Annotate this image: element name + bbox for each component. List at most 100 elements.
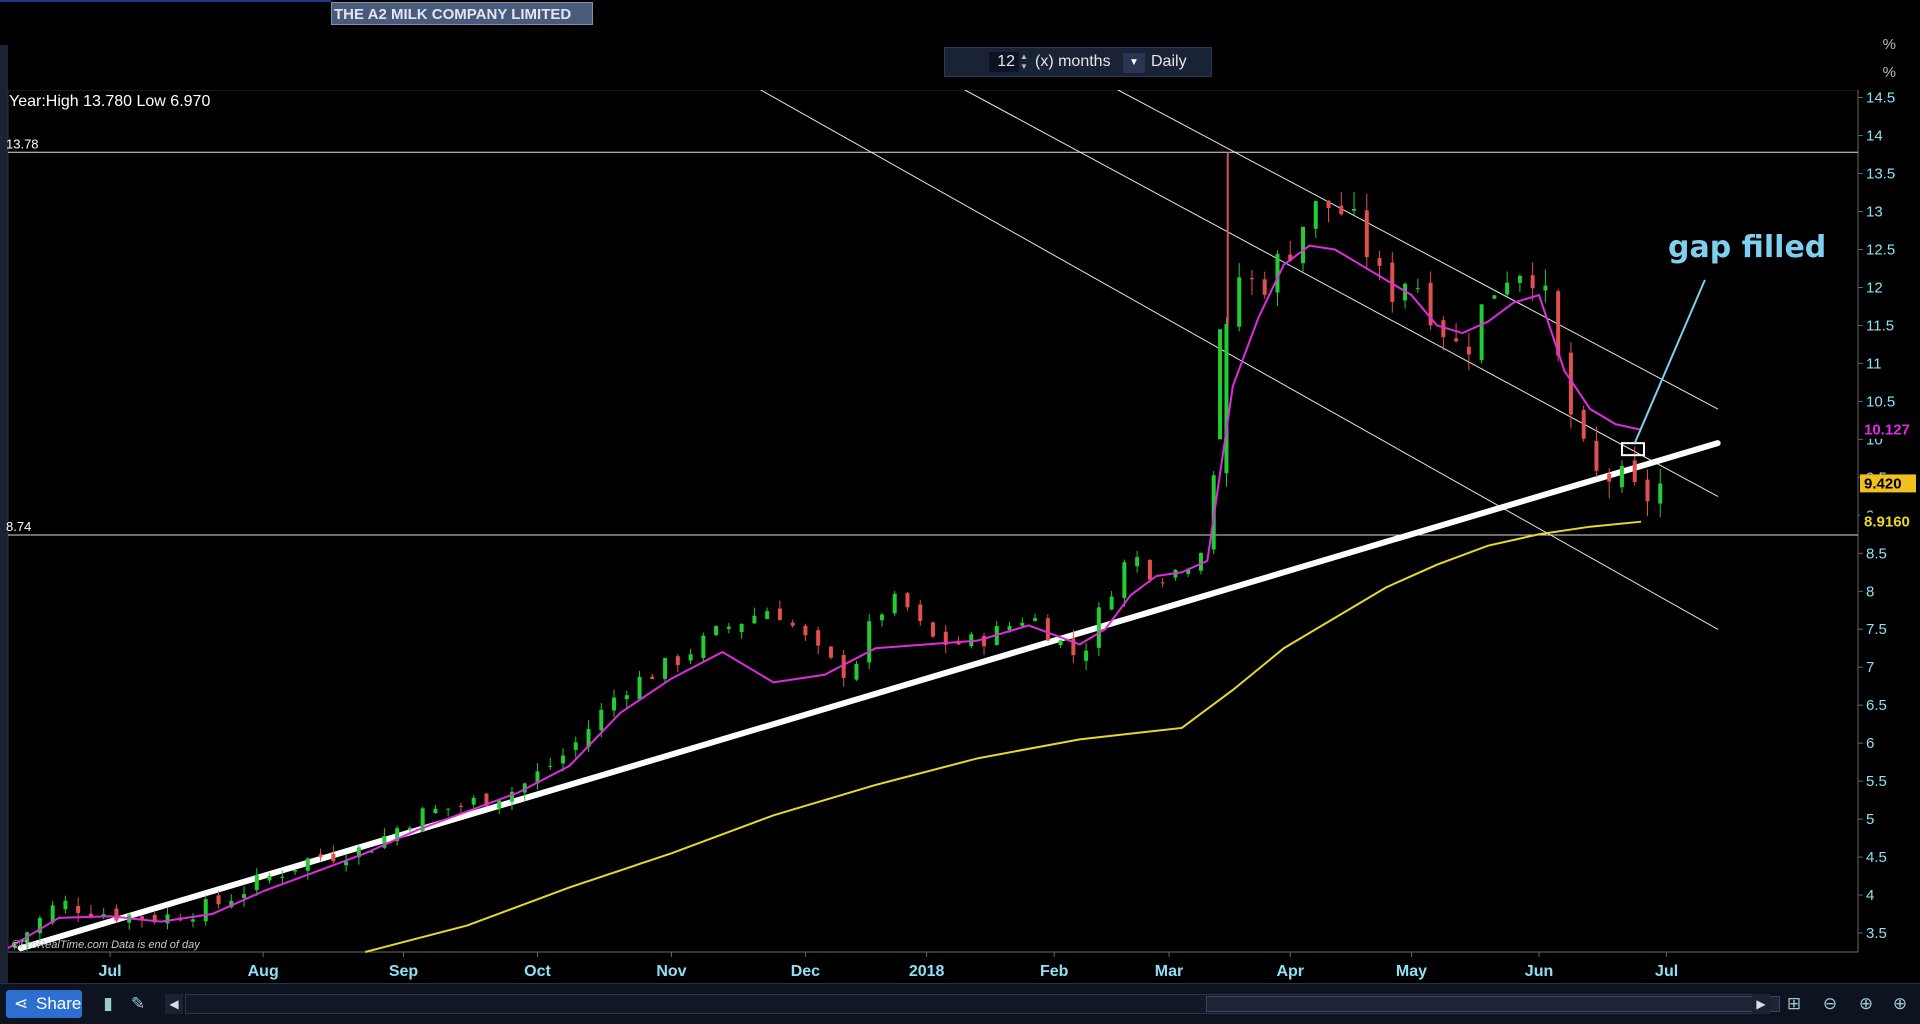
x-tick-label: Aug bbox=[248, 963, 279, 980]
candle-body bbox=[356, 847, 361, 858]
candle-body bbox=[382, 835, 387, 848]
candle-body bbox=[1096, 607, 1101, 648]
share-button[interactable]: ⋖ Share bbox=[6, 990, 82, 1018]
candle-body bbox=[114, 908, 119, 921]
candle-body bbox=[777, 608, 782, 621]
candle-body bbox=[1607, 473, 1612, 482]
candle-body bbox=[1454, 338, 1459, 342]
candle-body bbox=[395, 828, 400, 842]
percent-toggle-2[interactable]: % bbox=[1882, 64, 1896, 81]
candle-body bbox=[280, 876, 285, 878]
x-tick-label: Jul bbox=[1655, 963, 1678, 980]
zoom-in-icon[interactable]: ⊕ bbox=[1858, 994, 1874, 1013]
support-trendline bbox=[17, 440, 1721, 952]
scrollbar-thumb[interactable] bbox=[1206, 996, 1780, 1012]
candle-body bbox=[1237, 277, 1242, 327]
y-tick-label: 4 bbox=[1866, 887, 1874, 904]
candle-body bbox=[726, 626, 731, 629]
y-tick-label: 7 bbox=[1866, 659, 1874, 676]
candle-body bbox=[1326, 200, 1331, 208]
chevron-down-icon[interactable]: ▼ bbox=[1123, 53, 1145, 73]
candle-body bbox=[841, 655, 846, 678]
y-tick-label: 14.5 bbox=[1866, 90, 1895, 107]
indicator-tool-icon[interactable]: ▮ bbox=[103, 994, 113, 1013]
candle-body bbox=[497, 800, 502, 809]
annotation-arrow bbox=[1633, 279, 1706, 444]
candle-body bbox=[982, 635, 987, 647]
y-tick-label: 3.5 bbox=[1866, 925, 1887, 942]
candle-body bbox=[165, 914, 170, 924]
x-tick-label: Jun bbox=[1525, 963, 1553, 980]
ma-short-line bbox=[7, 244, 1642, 950]
candle-body bbox=[1390, 262, 1395, 302]
price-chart[interactable]: 3.544.555.566.577.588.599.51010.51111.51… bbox=[0, 90, 1920, 983]
candle-body bbox=[446, 808, 451, 810]
period-value-input[interactable]: 12 bbox=[989, 52, 1019, 72]
candle-body bbox=[1505, 282, 1510, 295]
candle-body bbox=[203, 899, 208, 922]
candle-body bbox=[816, 630, 821, 646]
candle-body bbox=[918, 604, 923, 622]
period-control: 12 ▲ ▼ (x) months ▼ Daily bbox=[944, 47, 1212, 77]
candle-body bbox=[458, 805, 463, 807]
zoom-in-alt-icon[interactable]: ⊕ bbox=[1892, 994, 1908, 1013]
candle-body bbox=[1224, 323, 1229, 474]
candle-body bbox=[1275, 254, 1280, 293]
spinner-icon[interactable]: ▲ ▼ bbox=[1020, 52, 1028, 71]
candle-body bbox=[50, 905, 55, 923]
y-tick-label: 5 bbox=[1866, 811, 1874, 828]
candle-body bbox=[548, 765, 553, 767]
candle-body bbox=[1020, 622, 1025, 626]
share-label: Share bbox=[36, 994, 82, 1013]
candle-body bbox=[344, 861, 349, 866]
candle-body bbox=[76, 905, 81, 914]
candle-body bbox=[624, 695, 629, 700]
drawing-tool-icon[interactable]: ✎ bbox=[130, 994, 146, 1013]
y-tick-label: 5.5 bbox=[1866, 773, 1887, 790]
candle-body bbox=[318, 854, 323, 857]
instrument-title: THE A2 MILK COMPANY LIMITED bbox=[331, 2, 593, 25]
candle-body bbox=[1007, 626, 1012, 631]
y-tick-label: 10.5 bbox=[1866, 393, 1895, 410]
x-tick-label: Feb bbox=[1040, 963, 1069, 980]
candle-body bbox=[1198, 553, 1203, 571]
candle-body bbox=[790, 622, 795, 626]
y-tick-label: 6 bbox=[1866, 735, 1874, 752]
percent-toggle-1[interactable]: % bbox=[1882, 36, 1896, 53]
candle-body bbox=[1364, 210, 1369, 258]
channel-trendline bbox=[1117, 90, 1719, 410]
candle-body bbox=[63, 900, 68, 910]
candle-body bbox=[1543, 285, 1548, 291]
candle-body bbox=[139, 916, 144, 920]
candle-body bbox=[739, 623, 744, 633]
candle-body bbox=[305, 858, 310, 871]
candle-body bbox=[216, 895, 221, 905]
candle-body bbox=[1122, 562, 1127, 599]
candle-body bbox=[535, 771, 540, 784]
level-label: 8.74 bbox=[6, 519, 31, 534]
chevron-right-icon[interactable]: ▶ bbox=[1752, 994, 1770, 1014]
y-tick-label: 14 bbox=[1866, 128, 1883, 145]
candle-body bbox=[1084, 650, 1089, 661]
candle-body bbox=[586, 729, 591, 748]
chart-scrollbar[interactable] bbox=[185, 994, 1780, 1014]
share-icon: ⋖ bbox=[14, 994, 29, 1013]
candle-body bbox=[1249, 278, 1254, 280]
candle-body bbox=[879, 614, 884, 621]
top-accent-line bbox=[0, 0, 331, 2]
zoom-fit-icon[interactable]: ⊞ bbox=[1786, 994, 1802, 1013]
price-tag-bg bbox=[1860, 420, 1916, 439]
chevron-left-icon[interactable]: ◀ bbox=[165, 994, 183, 1014]
x-tick-label: Jul bbox=[99, 963, 122, 980]
candle-body bbox=[1262, 279, 1267, 295]
candle-body bbox=[1415, 288, 1420, 290]
y-tick-label: 12.5 bbox=[1866, 241, 1895, 258]
candle-body bbox=[612, 697, 617, 711]
zoom-out-icon[interactable]: ⊖ bbox=[1822, 994, 1838, 1013]
candle-body bbox=[1492, 295, 1497, 299]
candle-body bbox=[369, 851, 374, 853]
channel-trendline bbox=[964, 90, 1719, 497]
interval-select[interactable]: Daily bbox=[1151, 53, 1187, 70]
candle-body bbox=[242, 894, 247, 898]
left-edge-strip bbox=[0, 45, 8, 983]
